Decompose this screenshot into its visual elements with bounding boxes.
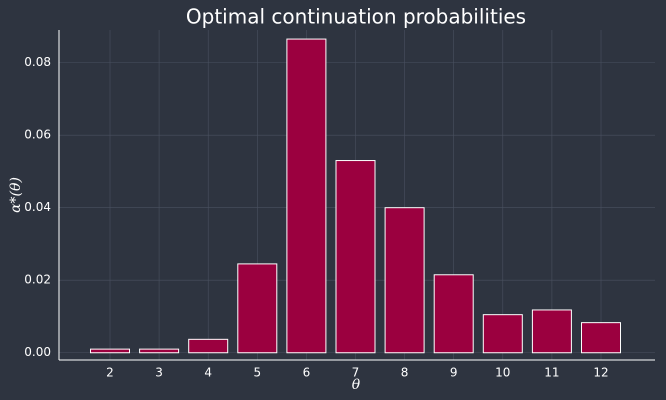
x-tick-label: 10 [495,366,510,380]
x-tick-label: 7 [352,366,360,380]
bars [90,38,621,354]
y-tick-label: 0.08 [24,55,51,69]
x-tick-label: 2 [106,366,114,380]
x-tick-label: 5 [253,366,261,380]
bar-11 [531,309,572,354]
y-tick-labels: 0.00 0.02 0.04 0.06 0.08 [24,55,51,359]
bar-5 [237,263,278,354]
y-axis-label: α*(θ) [8,177,24,213]
bar-3 [139,348,180,354]
bar-7 [335,160,376,354]
x-tick-label: 8 [401,366,409,380]
x-axis-label: θ [352,377,361,393]
y-tick-label: 0.04 [24,200,51,214]
bar-9 [433,274,474,354]
chart-title: Optimal continuation probabilities [186,5,526,29]
x-tick-label: 4 [204,366,212,380]
x-tick-label: 11 [544,366,559,380]
bar-4 [188,338,229,354]
bar-6 [286,38,327,354]
y-tick-label: 0.00 [24,345,51,359]
y-tick-label: 0.02 [24,273,51,287]
y-tick-label: 0.06 [24,128,51,142]
bar-8 [384,207,425,354]
x-tick-label: 6 [303,366,311,380]
bar-10 [482,314,523,354]
x-tick-labels: 2 3 4 5 6 7 8 9 10 11 12 [106,366,608,380]
bar-2 [90,348,130,354]
x-tick-label: 9 [450,366,458,380]
x-tick-label: 12 [593,366,608,380]
bar-12 [581,322,621,354]
x-tick-label: 3 [155,366,163,380]
